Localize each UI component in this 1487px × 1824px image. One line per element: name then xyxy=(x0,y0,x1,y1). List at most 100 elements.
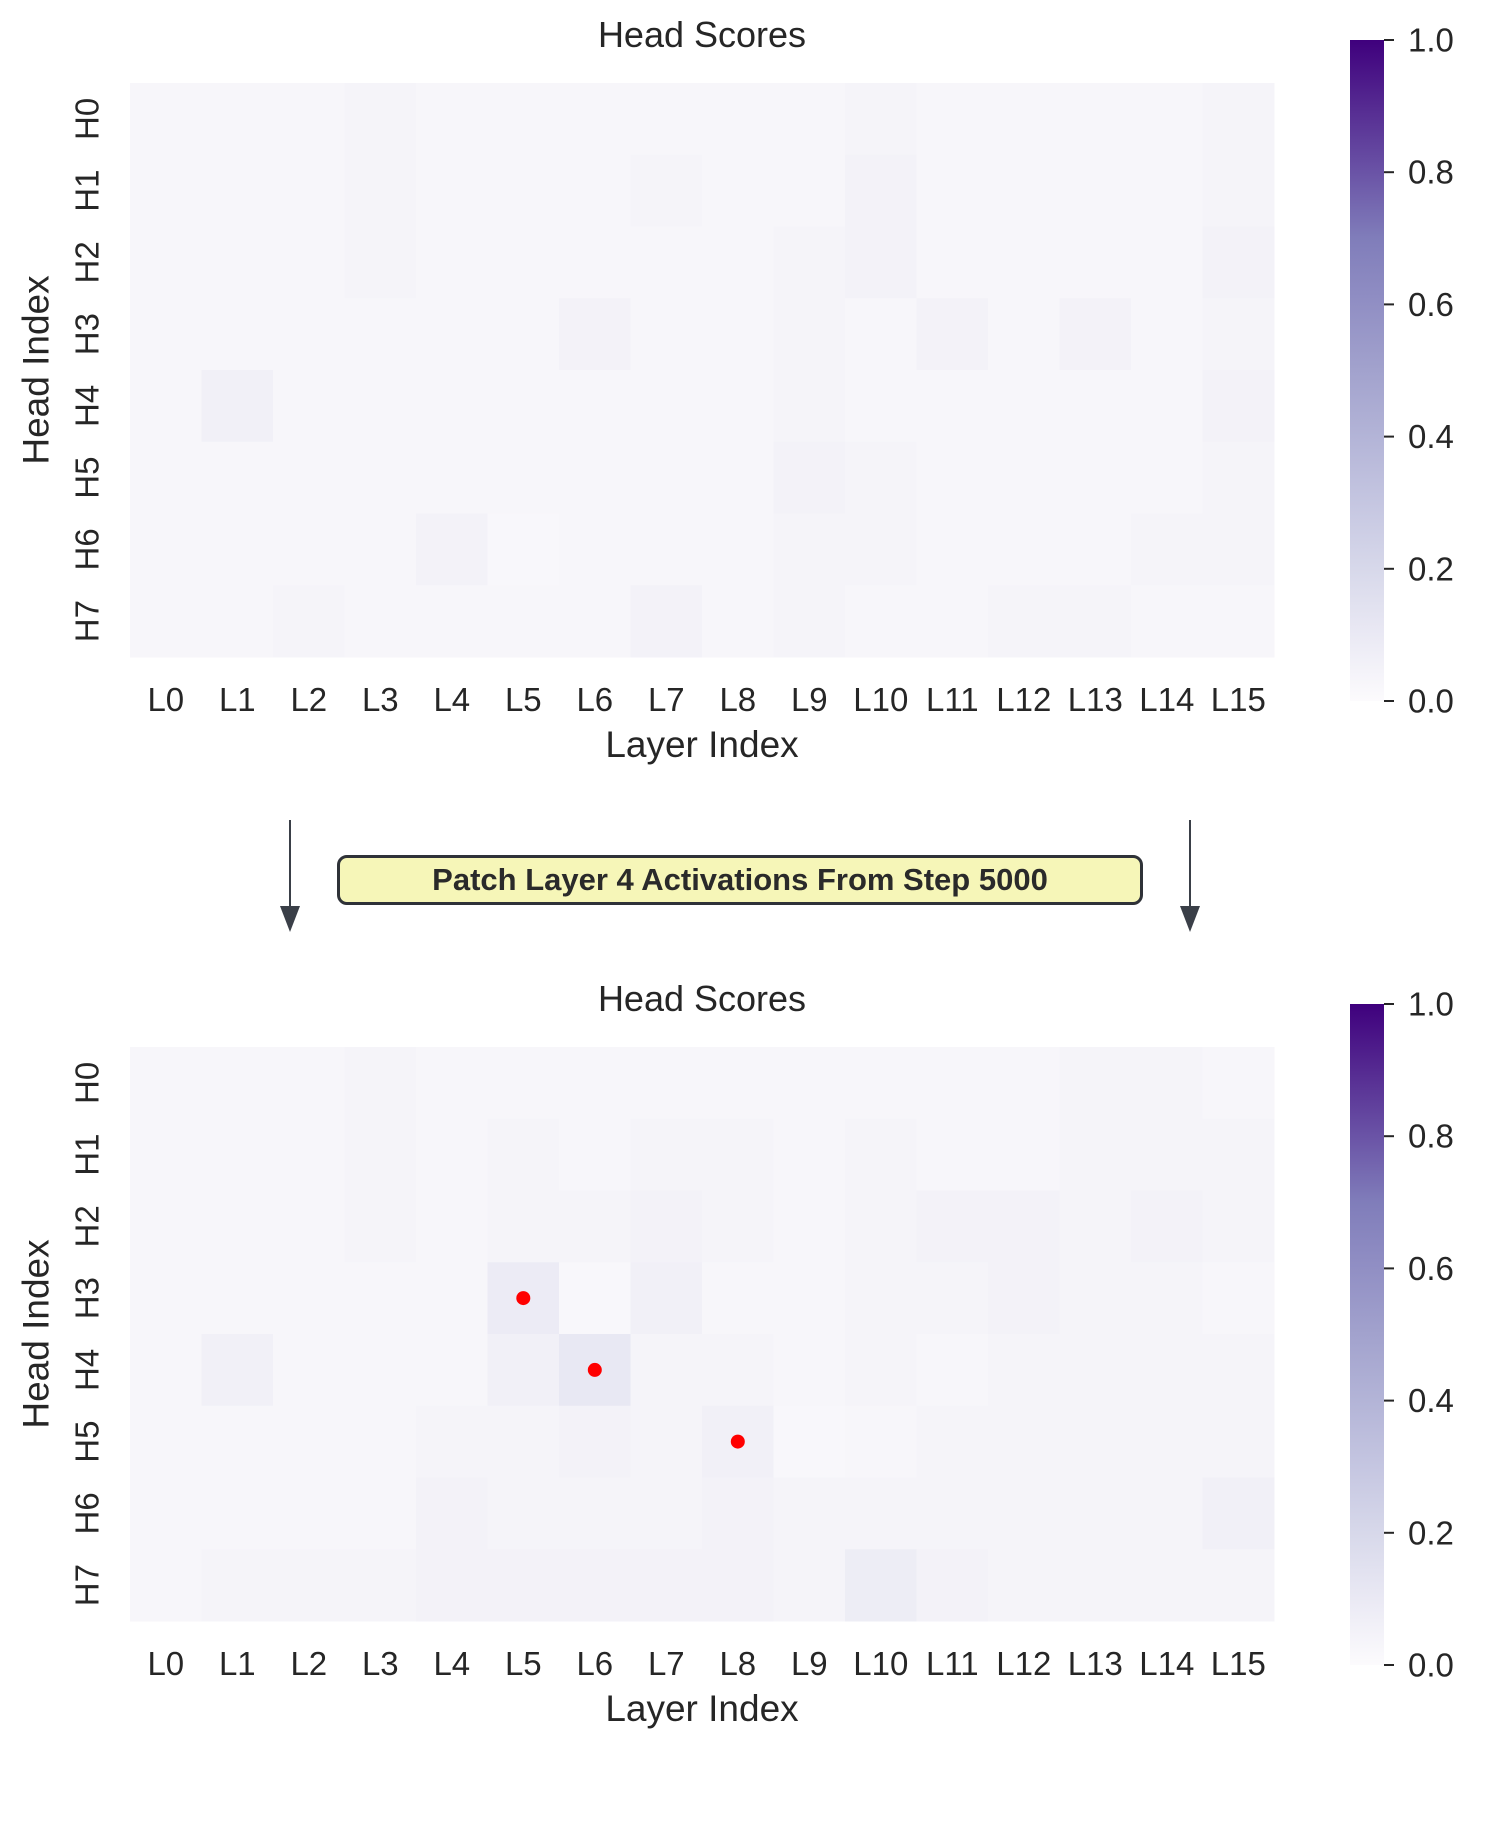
heatmap-cell-H6-L5 xyxy=(487,513,560,586)
patch-flow: Patch Layer 4 Activations From Step 5000 xyxy=(0,800,1487,960)
heatmap-cell-H7-L11 xyxy=(916,585,989,658)
heatmap-cell-H0-L10 xyxy=(845,1047,917,1120)
heatmap-cell-H1-L11 xyxy=(916,1118,989,1191)
x-tick-label: L8 xyxy=(719,1645,756,1682)
heatmap-cell-H4-L4 xyxy=(416,370,488,443)
heatmap-cell-H4-L3 xyxy=(344,1334,417,1407)
heatmap-cell-H6-L0 xyxy=(130,513,202,586)
heatmap-cell-H2-L5 xyxy=(487,226,560,299)
heatmap-cell-H7-L4 xyxy=(416,1549,488,1622)
heatmap-cell-H7-L9 xyxy=(773,1549,846,1622)
heatmap-cell-H5-L15 xyxy=(1202,1405,1275,1478)
heatmap-cell-H6-L12 xyxy=(988,1477,1060,1550)
heatmap-cell-H1-L13 xyxy=(1059,154,1132,227)
heatmap-cell-H0-L0 xyxy=(130,83,202,156)
heatmap-cell-H4-L7 xyxy=(630,1334,703,1407)
heatmap-cell-H0-L7 xyxy=(630,1047,703,1120)
heatmap-cell-H5-L2 xyxy=(273,441,345,514)
heatmap-cell-H6-L15 xyxy=(1202,513,1275,586)
colorbar-tick-label: 0.0 xyxy=(1408,1647,1454,1684)
colorbar xyxy=(1350,1004,1384,1665)
heatmap-cell-H4-L4 xyxy=(416,1334,488,1407)
heatmap-cell-H5-L12 xyxy=(988,1405,1060,1478)
heatmap-cell-H3-L10 xyxy=(845,298,917,371)
heatmap-cell-H6-L15 xyxy=(1202,1477,1275,1550)
heatmap-cell-H6-L7 xyxy=(630,513,703,586)
colorbar-tick-label: 0.4 xyxy=(1408,1382,1454,1419)
heatmap-cell-H7-L4 xyxy=(416,585,488,658)
heatmap-cell-H7-L8 xyxy=(702,585,774,658)
heatmap-cell-H7-L2 xyxy=(273,585,345,658)
heatmap-cell-H4-L7 xyxy=(630,370,703,443)
heatmap-cell-H7-L10 xyxy=(845,1549,917,1622)
heatmap-cell-H7-L12 xyxy=(988,585,1060,658)
heatmap-cell-H4-L5 xyxy=(487,1334,560,1407)
heatmap-cell-H4-L15 xyxy=(1202,1334,1275,1407)
heatmap-cell-H6-L12 xyxy=(988,513,1060,586)
heatmap-cell-H3-L6 xyxy=(559,298,631,371)
heatmap-cell-H4-L2 xyxy=(273,1334,345,1407)
heatmap-cell-H7-L12 xyxy=(988,1549,1060,1622)
heatmap-cell-H5-L4 xyxy=(416,441,488,514)
y-tick-label: H7 xyxy=(69,1564,106,1606)
y-tick-label: H3 xyxy=(69,313,106,355)
heatmap-cell-H5-L1 xyxy=(201,1405,274,1478)
heatmap-cell-H7-L1 xyxy=(201,1549,274,1622)
heatmap-cell-H6-L6 xyxy=(559,1477,631,1550)
heatmap-cell-H2-L15 xyxy=(1202,226,1275,299)
heatmap-cell-H0-L10 xyxy=(845,83,917,156)
heatmap-cell-H2-L5 xyxy=(487,1190,560,1263)
heatmap-cell-H1-L11 xyxy=(916,154,989,227)
heatmap-cell-H0-L5 xyxy=(487,83,560,156)
heatmap-cell-H0-L5 xyxy=(487,1047,560,1120)
heatmap-cell-H6-L8 xyxy=(702,1477,774,1550)
heatmap-cell-H4-L11 xyxy=(916,370,989,443)
heatmap-cell-H1-L1 xyxy=(201,154,274,227)
heatmap-cell-H2-L15 xyxy=(1202,1190,1275,1263)
heatmap-cell-H1-L14 xyxy=(1131,154,1203,227)
heatmap-cell-H5-L5 xyxy=(487,441,560,514)
x-tick-label: L3 xyxy=(362,681,399,718)
x-tick-label: L10 xyxy=(853,1645,908,1682)
y-tick-label: H6 xyxy=(69,528,106,570)
heatmap-cell-H4-L11 xyxy=(916,1334,989,1407)
chart-title: Head Scores xyxy=(598,978,806,1019)
heatmap-cell-H5-L0 xyxy=(130,1405,202,1478)
heatmap-cell-H3-L13 xyxy=(1059,298,1132,371)
heatmap-cell-H2-L4 xyxy=(416,226,488,299)
heatmap-cell-H1-L5 xyxy=(487,154,560,227)
heatmap-cell-H7-L13 xyxy=(1059,1549,1132,1622)
y-tick-label: H1 xyxy=(69,170,106,212)
heatmap-cell-H1-L9 xyxy=(773,154,846,227)
heatmap-cell-H3-L4 xyxy=(416,298,488,371)
heatmap-cell-H7-L2 xyxy=(273,1549,345,1622)
heatmap-cell-H2-L13 xyxy=(1059,1190,1132,1263)
heatmap-cell-H3-L5 xyxy=(487,298,560,371)
heatmap-cell-H7-L6 xyxy=(559,1549,631,1622)
heatmap-cell-H0-L2 xyxy=(273,1047,345,1120)
heatmap-cell-H3-L2 xyxy=(273,298,345,371)
heatmap-cell-H5-L7 xyxy=(630,1405,703,1478)
x-tick-label: L15 xyxy=(1211,681,1266,718)
left-arrow-head xyxy=(280,906,300,932)
heatmap-cell-H6-L13 xyxy=(1059,513,1132,586)
heatmap-cell-H0-L9 xyxy=(773,83,846,156)
x-tick-label: L11 xyxy=(926,681,979,718)
heatmap-cell-H2-L4 xyxy=(416,1190,488,1263)
heatmap-cell-H2-L14 xyxy=(1131,1190,1203,1263)
x-tick-label: L14 xyxy=(1139,1645,1194,1682)
heatmap-cell-H3-L3 xyxy=(344,1262,417,1335)
colorbar xyxy=(1350,40,1384,701)
heatmap-after-patch: Head Scores L0 L1 L2 L3 L4 L5 L6 L7 L8 L9 L10 L11 L12… xyxy=(0,964,1487,1824)
heatmap-cell-H5-L6 xyxy=(559,1405,631,1478)
heatmap-cell-H6-L14 xyxy=(1131,513,1203,586)
heatmap-cell-H1-L5 xyxy=(487,1118,560,1191)
x-tick-label: L1 xyxy=(219,1645,256,1682)
heatmap-cell-H2-L9 xyxy=(773,226,846,299)
heatmap-cell-H3-L14 xyxy=(1131,298,1203,371)
x-tick-label: L9 xyxy=(791,681,828,718)
y-axis-label: Head Index xyxy=(16,275,57,465)
heatmap-cell-H7-L15 xyxy=(1202,585,1275,658)
chart-title: Head Scores xyxy=(598,14,806,55)
heatmap-cell-H7-L6 xyxy=(559,585,631,658)
